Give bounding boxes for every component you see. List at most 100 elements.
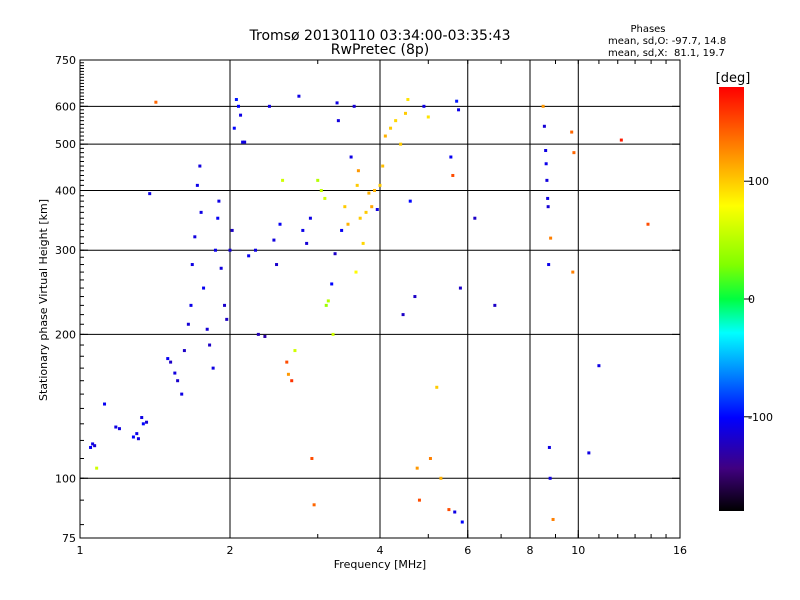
data-point	[243, 140, 247, 144]
data-point	[541, 104, 545, 108]
data-point	[267, 104, 271, 108]
data-point	[213, 248, 217, 252]
data-point	[232, 126, 236, 130]
data-point	[367, 191, 371, 195]
data-point	[587, 451, 591, 455]
data-point	[352, 104, 356, 108]
data-point	[435, 385, 439, 389]
stats-line-x: mean, sd,X: 81.1, 19.7	[608, 48, 725, 59]
data-point	[135, 432, 139, 436]
data-point	[426, 115, 430, 119]
data-point	[361, 241, 365, 245]
y-tick-label: 750	[55, 54, 76, 67]
data-point	[381, 164, 385, 168]
data-point	[333, 252, 337, 256]
y-tick-label: 600	[55, 100, 76, 113]
data-point	[449, 155, 453, 159]
data-point	[330, 282, 334, 286]
x-tick-label: 6	[464, 544, 471, 557]
data-point	[263, 334, 267, 338]
data-point	[394, 119, 398, 123]
chart-title: Tromsø 20130110 03:34:00-03:35:43	[249, 28, 511, 44]
data-point	[310, 456, 314, 460]
data-point	[548, 476, 552, 480]
data-point	[117, 427, 121, 431]
data-point	[619, 138, 623, 142]
data-point	[389, 126, 393, 130]
data-point	[140, 416, 144, 420]
data-point	[205, 327, 209, 331]
data-point	[401, 313, 405, 317]
data-point	[219, 266, 223, 270]
data-point	[89, 445, 93, 449]
data-point	[364, 210, 368, 214]
data-point	[349, 155, 353, 159]
data-point	[336, 119, 340, 123]
data-point	[217, 199, 221, 203]
data-point	[570, 130, 574, 134]
data-point	[545, 178, 549, 182]
data-point	[239, 113, 243, 117]
data-point	[415, 466, 419, 470]
data-point	[91, 442, 95, 446]
data-point	[331, 332, 335, 336]
grid	[80, 60, 680, 538]
data-point	[551, 517, 555, 521]
data-point	[225, 317, 229, 321]
data-point	[408, 199, 412, 203]
data-point	[458, 286, 462, 290]
data-point	[211, 366, 215, 370]
data-point	[356, 169, 360, 173]
data-point	[422, 104, 426, 108]
data-point	[544, 162, 548, 166]
data-point	[199, 210, 203, 214]
data-point	[417, 498, 421, 502]
data-point	[198, 164, 202, 168]
data-point	[169, 360, 173, 364]
data-point	[253, 248, 257, 252]
data-point	[597, 364, 601, 368]
x-tick-label: 10	[571, 544, 585, 557]
data-point	[460, 520, 464, 524]
data-point	[293, 349, 297, 353]
data-point	[439, 476, 443, 480]
data-point	[549, 236, 553, 240]
data-point	[323, 196, 327, 200]
data-point	[373, 188, 377, 192]
data-point	[544, 148, 548, 152]
x-tick-label: 4	[377, 544, 384, 557]
x-axis-label: Frequency [MHz]	[334, 558, 426, 571]
data-point	[355, 183, 359, 187]
y-tick-label: 300	[55, 244, 76, 257]
data-point	[455, 99, 459, 103]
axis-ticks: 1 2 4 6 8 10 16 75 100 200 300 400 500 600 750	[55, 54, 687, 557]
data-point	[493, 303, 497, 307]
data-point	[180, 392, 184, 396]
data-point	[281, 178, 285, 182]
data-point	[241, 140, 245, 144]
data-point	[457, 108, 461, 112]
data-point	[572, 151, 576, 155]
data-point	[136, 437, 140, 441]
data-point	[378, 183, 382, 187]
data-point	[297, 94, 301, 98]
data-point	[646, 222, 650, 226]
colorbar-tick-label: 100	[748, 175, 769, 188]
data-point	[189, 303, 193, 307]
data-point	[312, 503, 316, 507]
x-tick-label: 1	[77, 544, 84, 557]
data-point	[308, 216, 312, 220]
colorbar-label: [deg]	[716, 71, 751, 86]
y-axis-label: Stationary phase Virtual Height [km]	[37, 199, 50, 401]
data-point	[216, 216, 220, 220]
colorbar-tick-label: 0	[748, 293, 755, 306]
data-point	[208, 343, 212, 347]
data-point	[383, 134, 387, 138]
data-point	[193, 235, 197, 239]
data-point	[141, 422, 145, 426]
data-point	[272, 238, 276, 242]
x-tick-label: 8	[527, 544, 534, 557]
data-point	[316, 178, 320, 182]
data-point	[546, 196, 550, 200]
